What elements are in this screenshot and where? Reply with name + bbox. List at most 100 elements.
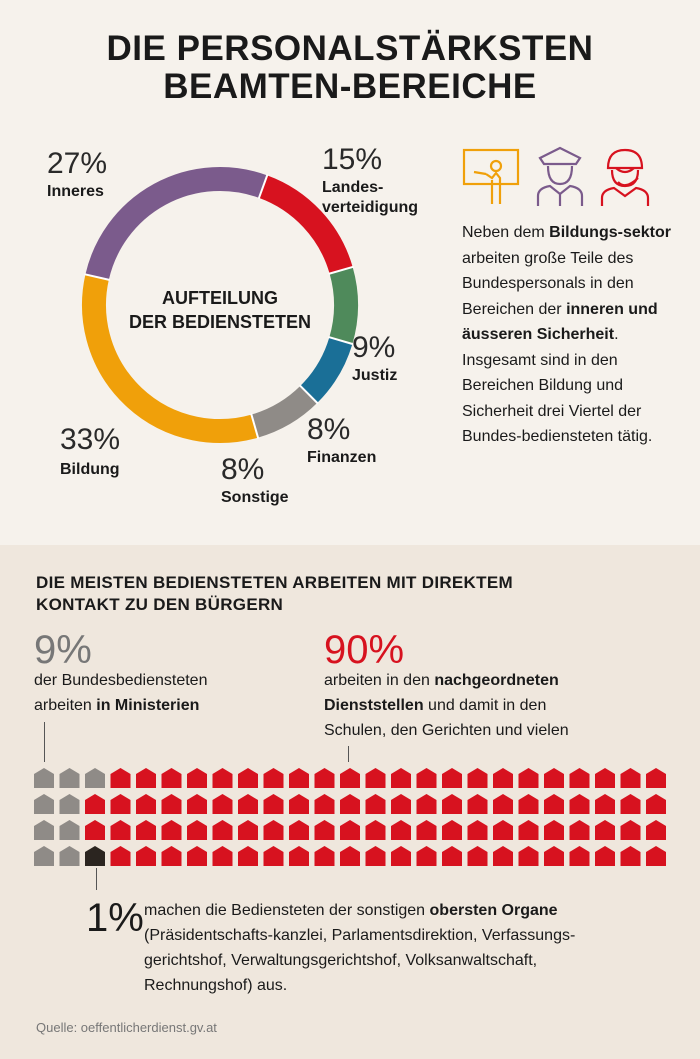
waffle-house — [136, 820, 156, 840]
waffle-house — [365, 794, 386, 814]
donut-chart — [82, 167, 358, 443]
waffle-house — [314, 846, 335, 866]
slice-label-finanzen: Finanzen — [307, 449, 377, 466]
waffle-house — [416, 820, 437, 840]
waffle-house — [34, 846, 54, 866]
title-line-1: DIE PERSONALSTÄRKSTEN — [106, 29, 594, 68]
donut-center-label: AUFTEILUNG DER BEDIENSTETEN — [120, 286, 320, 334]
subordinate-text-line-3: Schulen, den Gerichten und vielen — [324, 722, 569, 739]
desc-bold-2: inneren und äusseren Sicherheit — [462, 300, 658, 344]
subordinate-text-bold-1: nachgeordneten — [434, 672, 559, 689]
waffle-house — [161, 846, 182, 866]
waffle-chart — [34, 768, 666, 866]
waffle-house — [263, 794, 284, 814]
waffle-house — [263, 846, 284, 866]
waffle-house — [620, 768, 641, 788]
waffle-house — [569, 768, 590, 788]
waffle-house — [646, 846, 666, 866]
waffle-house — [212, 846, 233, 866]
sector-icons — [462, 146, 662, 210]
subordinate-text-plain-1: arbeiten in den — [324, 672, 435, 689]
waffle-house — [161, 794, 182, 814]
waffle-house — [110, 846, 131, 866]
waffle-house — [467, 820, 488, 840]
waffle-house — [340, 846, 360, 866]
waffle-house — [391, 820, 411, 840]
waffle-house — [595, 820, 615, 840]
waffle-house — [238, 820, 258, 840]
desc-part-2: arbeiten große Teile des Bundespersonals… — [462, 249, 634, 318]
pct-label-bildung: 33% — [60, 423, 121, 456]
slice-label-landesverteidigung-2: verteidigung — [322, 199, 419, 216]
waffle-house — [314, 794, 335, 814]
waffle-house — [365, 768, 386, 788]
waffle-house — [59, 820, 80, 840]
waffle-house — [136, 768, 156, 788]
waffle-house — [59, 794, 80, 814]
waffle-house — [544, 768, 564, 788]
waffle-house — [110, 768, 131, 788]
waffle-house — [416, 794, 437, 814]
waffle-house — [136, 794, 156, 814]
donut-slice-justiz — [329, 266, 358, 344]
center-label-line-1: AUFTEILUNG — [162, 288, 278, 308]
subordinate-text-bold-2: Dienststellen — [324, 697, 424, 714]
waffle-house — [187, 820, 207, 840]
waffle-house — [416, 768, 437, 788]
waffle-house — [365, 820, 386, 840]
waffle-house — [518, 768, 539, 788]
waffle-house — [493, 820, 513, 840]
waffle-house — [34, 820, 54, 840]
waffle-house — [110, 820, 131, 840]
pct-label-sonstige: 8% — [221, 453, 265, 486]
slice-label-justiz: Justiz — [352, 367, 398, 384]
section2-heading: DIE MEISTEN BEDIENSTETEN ARBEITEN MIT DI… — [36, 572, 676, 616]
donut-separator — [328, 265, 354, 275]
pct-label-landesverteidigung: 15% — [322, 143, 383, 176]
waffle-house — [238, 768, 258, 788]
donut-slice-bildung — [82, 274, 259, 443]
waffle-house — [569, 846, 590, 866]
subordinate-connector — [348, 746, 349, 762]
pct-label-finanzen: 8% — [307, 413, 351, 446]
waffle-house — [442, 768, 462, 788]
waffle-house — [289, 768, 309, 788]
waffle-house — [544, 820, 564, 840]
desc-part-3: . Insgesamt sind in den Bereichen Bildun… — [462, 326, 653, 445]
slice-label-sonstige: Sonstige — [221, 489, 289, 506]
subordinate-pct: 90% — [324, 628, 405, 672]
waffle-house — [212, 794, 233, 814]
donut-slice-finanzen — [300, 336, 353, 403]
waffle-house — [59, 768, 80, 788]
source-note: Quelle: oeffentlicherdienst.gv.at — [36, 1020, 217, 1035]
waffle-house — [493, 794, 513, 814]
ministry-text-line-1: der Bundesbediensteten — [34, 672, 208, 689]
slice-label-bildung: Bildung — [60, 461, 120, 478]
donut-slice-landesverteidigung — [258, 175, 353, 274]
waffle-house — [595, 768, 615, 788]
waffle-house — [85, 794, 105, 814]
waffle-house — [518, 820, 539, 840]
ministry-text: der Bundesbediensteten arbeiten in Minis… — [34, 668, 207, 718]
organs-text-line-1: machen die Bediensteten der sonstigen ob… — [144, 898, 575, 923]
waffle-house — [391, 768, 411, 788]
ministry-text-bold: in Ministerien — [96, 697, 200, 714]
waffle-house — [544, 846, 564, 866]
waffle-house — [187, 768, 207, 788]
waffle-house — [442, 794, 462, 814]
donut-separator — [298, 384, 319, 405]
slice-label-landesverteidigung-1: Landes- — [322, 179, 384, 196]
pct-label-inneres: 27% — [47, 147, 108, 180]
description-text: Neben dem Bildungs-sektor arbeiten große… — [462, 220, 692, 450]
waffle-house — [391, 794, 411, 814]
waffle-house — [34, 768, 54, 788]
waffle-house — [416, 846, 437, 866]
waffle-house — [467, 846, 488, 866]
waffle-house — [365, 846, 386, 866]
organs-text-line-2: (Präsidentschafts-kanzlei, Parlamentsdir… — [144, 927, 576, 944]
ministry-pct: 9% — [34, 628, 92, 672]
waffle-house — [289, 846, 309, 866]
center-label-line-2: DER BEDIENSTETEN — [128, 312, 312, 332]
waffle-house — [569, 820, 590, 840]
waffle-house — [263, 820, 284, 840]
